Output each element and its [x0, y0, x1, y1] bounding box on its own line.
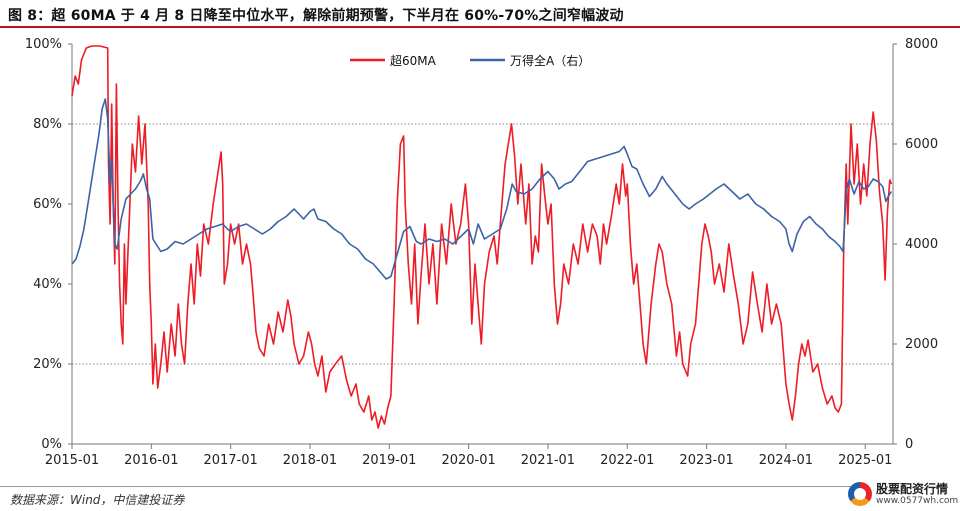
y-left-tick-label: 0%	[41, 437, 62, 452]
y-left-tick-label: 80%	[33, 117, 62, 132]
y-right-tick-label: 6000	[905, 137, 938, 152]
watermark: 股票配资行情 www.0577wh.com	[848, 478, 958, 510]
x-tick-label: 2025-01	[838, 453, 892, 468]
y-right-tick-label: 0	[905, 437, 913, 452]
series-line-above-60ma	[71, 45, 893, 429]
x-tick-label: 2017-01	[203, 453, 257, 468]
x-tick-label: 2020-01	[441, 453, 495, 468]
axis-layer: 0% 20% 40% 60% 80% 100% 0 2000 4000 6000 8000 2015-…	[25, 37, 938, 468]
title-rule	[0, 26, 960, 28]
y-right-tick-label: 4000	[905, 237, 938, 252]
y-left-tick-label: 60%	[33, 197, 62, 212]
watermark-logo-icon	[848, 482, 872, 506]
y-right-tick-label: 8000	[905, 37, 938, 52]
x-tick-label: 2024-01	[759, 453, 813, 468]
legend-label-red: 超60MA	[390, 53, 437, 68]
y-left-tick-label: 40%	[33, 277, 62, 292]
y-right-tick-label: 2000	[905, 337, 938, 352]
x-tick-label: 2015-01	[45, 453, 99, 468]
series-layer	[71, 45, 893, 429]
y-left-tick-label: 100%	[25, 37, 62, 52]
x-tick-label: 2022-01	[600, 453, 654, 468]
chart-title: 图 8：超 60MA 于 4 月 8 日降至中位水平，解除前期预警，下半月在 6…	[8, 8, 624, 24]
source-note: 数据来源：Wind，中信建投证券	[10, 493, 185, 507]
legend-label-blue: 万得全A（右）	[510, 53, 590, 68]
x-tick-label: 2021-01	[521, 453, 575, 468]
series-line-wind-all-a	[71, 98, 893, 280]
x-tick-label: 2019-01	[362, 453, 416, 468]
legend: 超60MA 万得全A（右）	[350, 53, 590, 68]
grid-layer	[72, 123, 893, 365]
x-tick-label: 2018-01	[283, 453, 337, 468]
y-left-tick-label: 20%	[33, 357, 62, 372]
dual-axis-line-chart: 0% 20% 40% 60% 80% 100% 0 2000 4000 6000 8000 2015-…	[25, 37, 938, 468]
x-tick-label: 2016-01	[124, 453, 178, 468]
watermark-url: www.0577wh.com	[876, 496, 959, 506]
x-tick-label: 2023-01	[679, 453, 733, 468]
footer-rule	[0, 486, 860, 487]
watermark-name: 股票配资行情	[876, 482, 949, 496]
